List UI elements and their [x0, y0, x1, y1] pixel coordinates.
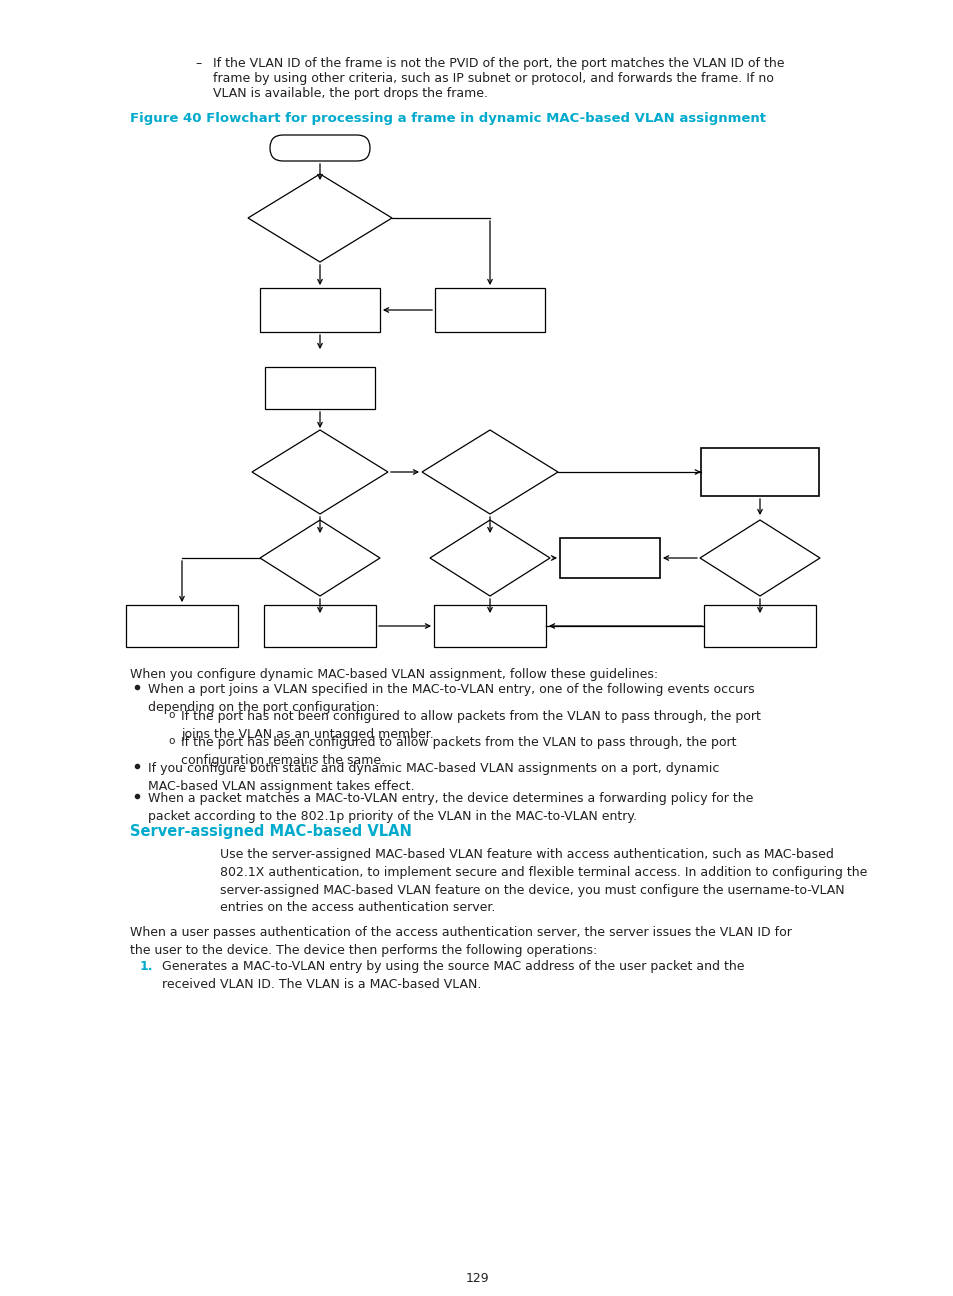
- Text: If the VLAN ID of the frame is not the PVID of the port, the port matches the VL: If the VLAN ID of the frame is not the P…: [213, 57, 783, 70]
- Bar: [264, 605, 375, 647]
- Bar: [435, 288, 544, 332]
- Text: Use the server-assigned MAC-based VLAN feature with access authentication, such : Use the server-assigned MAC-based VLAN f…: [220, 848, 866, 915]
- Bar: [703, 605, 815, 647]
- Bar: [265, 367, 375, 410]
- Text: When a user passes authentication of the access authentication server, the serve: When a user passes authentication of the…: [130, 927, 791, 956]
- Bar: [260, 288, 379, 332]
- Bar: [126, 605, 237, 647]
- Text: If the port has not been configured to allow packets from the VLAN to pass throu: If the port has not been configured to a…: [181, 710, 760, 741]
- Text: When you configure dynamic MAC-based VLAN assignment, follow these guidelines:: When you configure dynamic MAC-based VLA…: [130, 667, 658, 680]
- Text: 129: 129: [465, 1271, 488, 1286]
- Polygon shape: [700, 520, 820, 596]
- Text: Generates a MAC-to-VLAN entry by using the source MAC address of the user packet: Generates a MAC-to-VLAN entry by using t…: [162, 960, 743, 991]
- Text: If you configure both static and dynamic MAC-based VLAN assignments on a port, d: If you configure both static and dynamic…: [148, 762, 719, 793]
- Text: o: o: [168, 710, 174, 721]
- Polygon shape: [421, 430, 558, 515]
- Text: 1.: 1.: [140, 960, 153, 973]
- Text: –: –: [194, 57, 201, 70]
- Text: Figure 40 Flowchart for processing a frame in dynamic MAC-based VLAN assignment: Figure 40 Flowchart for processing a fra…: [130, 111, 765, 124]
- Text: VLAN is available, the port drops the frame.: VLAN is available, the port drops the fr…: [213, 87, 488, 100]
- Text: Server-assigned MAC-based VLAN: Server-assigned MAC-based VLAN: [130, 824, 412, 839]
- Text: When a packet matches a MAC-to-VLAN entry, the device determines a forwarding po: When a packet matches a MAC-to-VLAN entr…: [148, 792, 753, 823]
- Bar: [700, 448, 818, 496]
- Polygon shape: [260, 520, 379, 596]
- Bar: [559, 538, 659, 578]
- FancyBboxPatch shape: [270, 135, 370, 161]
- Text: o: o: [168, 736, 174, 746]
- Text: frame by using other criteria, such as IP subnet or protocol, and forwards the f: frame by using other criteria, such as I…: [213, 73, 773, 86]
- Polygon shape: [430, 520, 550, 596]
- Polygon shape: [252, 430, 388, 515]
- Text: When a port joins a VLAN specified in the MAC-to-VLAN entry, one of the followin: When a port joins a VLAN specified in th…: [148, 683, 754, 714]
- Bar: [434, 605, 545, 647]
- Text: If the port has been configured to allow packets from the VLAN to pass through, : If the port has been configured to allow…: [181, 736, 736, 767]
- Polygon shape: [248, 174, 392, 262]
